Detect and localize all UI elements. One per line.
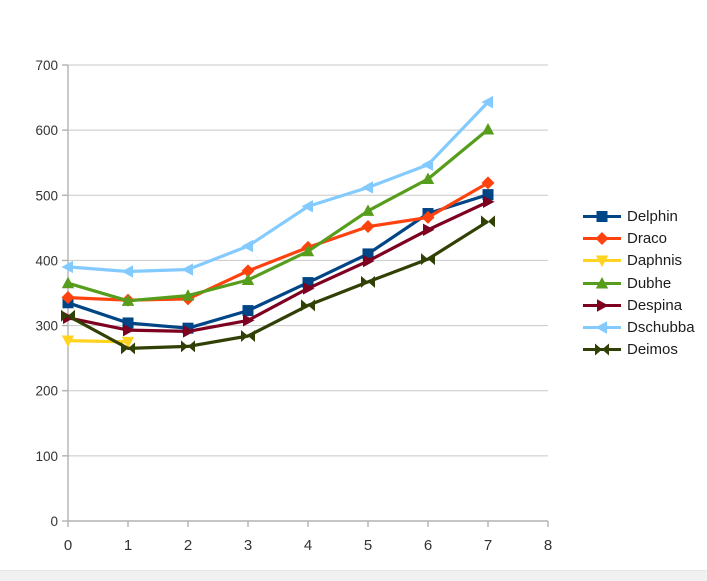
x-axis-tick-label: 7 — [484, 537, 492, 554]
legend-item-delphin: Delphin — [582, 205, 695, 227]
legend-marker-shape — [597, 299, 609, 312]
data-point-marker-despina — [483, 195, 495, 208]
legend-marker-triangle-down-icon — [583, 255, 621, 268]
data-point-marker-dschubba — [181, 263, 193, 276]
legend-label-delphin: Delphin — [627, 207, 678, 225]
data-point-marker-dschubba — [361, 181, 373, 194]
legend-marker-shape — [595, 255, 609, 268]
legend-label-dschubba: Dschubba — [627, 319, 695, 337]
legend-item-daphnis: Daphnis — [582, 250, 695, 272]
data-point-marker-despina — [243, 314, 255, 327]
data-point-marker-draco — [241, 264, 255, 278]
series-line-draco — [67, 181, 489, 302]
legend-item-despina: Despina — [582, 294, 695, 316]
data-point-marker-dubhe — [181, 289, 195, 301]
y-axis-tick-label: 400 — [35, 253, 58, 268]
data-point-marker-delphin — [242, 305, 254, 317]
legend-item-draco: Draco — [582, 227, 695, 249]
data-point-marker-despina — [123, 323, 135, 337]
y-axis-tick-label: 500 — [35, 188, 58, 203]
y-axis-tick-label: 300 — [35, 319, 58, 334]
series-line-dubhe — [67, 128, 490, 303]
data-point-marker-dschubba — [121, 265, 133, 278]
data-point-marker-dschubba — [301, 200, 313, 213]
legend-marker-shape — [595, 231, 609, 245]
y-axis-tick-label: 0 — [50, 514, 58, 529]
legend-item-dschubba: Dschubba — [582, 316, 695, 338]
legend-label-daphnis: Daphnis — [627, 252, 683, 270]
data-point-marker-deimos — [61, 309, 75, 322]
x-axis-tick-label: 4 — [304, 537, 312, 554]
legend-item-deimos: Deimos — [582, 339, 695, 361]
x-axis-tick-label: 2 — [184, 537, 192, 554]
data-point-marker-draco — [361, 220, 375, 234]
data-point-marker-dubhe — [361, 204, 375, 216]
legend-marker-triangle-right-icon — [583, 299, 621, 312]
y-axis-tick-label: 600 — [35, 123, 58, 138]
data-point-marker-deimos — [121, 342, 135, 355]
window-bottom-edge — [0, 570, 707, 581]
x-axis-tick-label: 1 — [124, 537, 132, 554]
data-point-marker-dubhe — [481, 122, 495, 135]
data-point-marker-dubhe — [241, 273, 255, 285]
legend-marker-square-icon — [583, 210, 621, 222]
data-point-marker-deimos — [361, 275, 375, 288]
legend-item-dubhe: Dubhe — [582, 272, 695, 294]
data-point-marker-dubhe — [61, 276, 75, 289]
data-point-marker-dubhe — [421, 172, 435, 184]
x-axis-tick-label: 8 — [544, 537, 552, 554]
data-point-marker-dschubba — [241, 239, 253, 253]
data-point-marker-draco — [61, 291, 75, 305]
data-point-marker-deimos — [301, 299, 315, 312]
data-point-marker-dubhe — [301, 244, 315, 257]
series-line-despina — [67, 200, 489, 333]
data-point-marker-daphnis — [61, 335, 75, 348]
legend-marker-shape — [595, 321, 607, 334]
data-point-marker-daphnis — [121, 336, 135, 349]
y-axis-tick-label: 700 — [35, 58, 58, 73]
data-point-marker-despina — [303, 282, 315, 295]
data-point-marker-despina — [363, 254, 375, 268]
legend-marker-triangle-up-icon — [583, 276, 621, 289]
x-axis-tick-label: 6 — [424, 537, 432, 554]
legend-marker-diamond-icon — [583, 231, 621, 245]
x-axis-tick-label: 0 — [64, 537, 72, 554]
legend-label-deimos: Deimos — [627, 341, 678, 359]
data-point-marker-dschubba — [61, 260, 73, 274]
legend-marker-shape — [595, 276, 609, 289]
x-axis-tick-label: 3 — [244, 537, 252, 554]
legend-marker-shape — [595, 343, 609, 356]
legend-marker-shape — [596, 210, 608, 222]
data-point-marker-deimos — [481, 215, 495, 228]
y-axis-tick-label: 200 — [35, 384, 58, 399]
data-point-marker-deimos — [421, 253, 435, 266]
data-point-marker-despina — [423, 223, 435, 237]
legend-label-dubhe: Dubhe — [627, 274, 672, 292]
data-point-marker-dubhe — [121, 294, 135, 306]
x-axis-tick-label: 5 — [364, 537, 372, 554]
chart-legend: Delphin Draco Daphnis Dubhe Despina Dschubba D… — [582, 205, 695, 361]
data-point-marker-dschubba — [481, 95, 493, 109]
series-line-dschubba — [67, 100, 490, 274]
data-point-marker-deimos — [181, 340, 195, 353]
legend-marker-bowtie-icon — [583, 343, 621, 356]
y-axis-tick-label: 100 — [35, 449, 58, 464]
data-point-marker-draco — [421, 210, 435, 224]
series-line-deimos — [67, 219, 489, 350]
data-point-marker-deimos — [241, 329, 255, 342]
legend-label-draco: Draco — [627, 229, 668, 247]
data-point-marker-draco — [481, 176, 495, 190]
legend-label-despina: Despina — [627, 296, 683, 314]
legend-marker-triangle-left-icon — [583, 321, 621, 334]
data-point-marker-despina — [183, 325, 195, 338]
data-point-marker-dschubba — [421, 158, 433, 171]
